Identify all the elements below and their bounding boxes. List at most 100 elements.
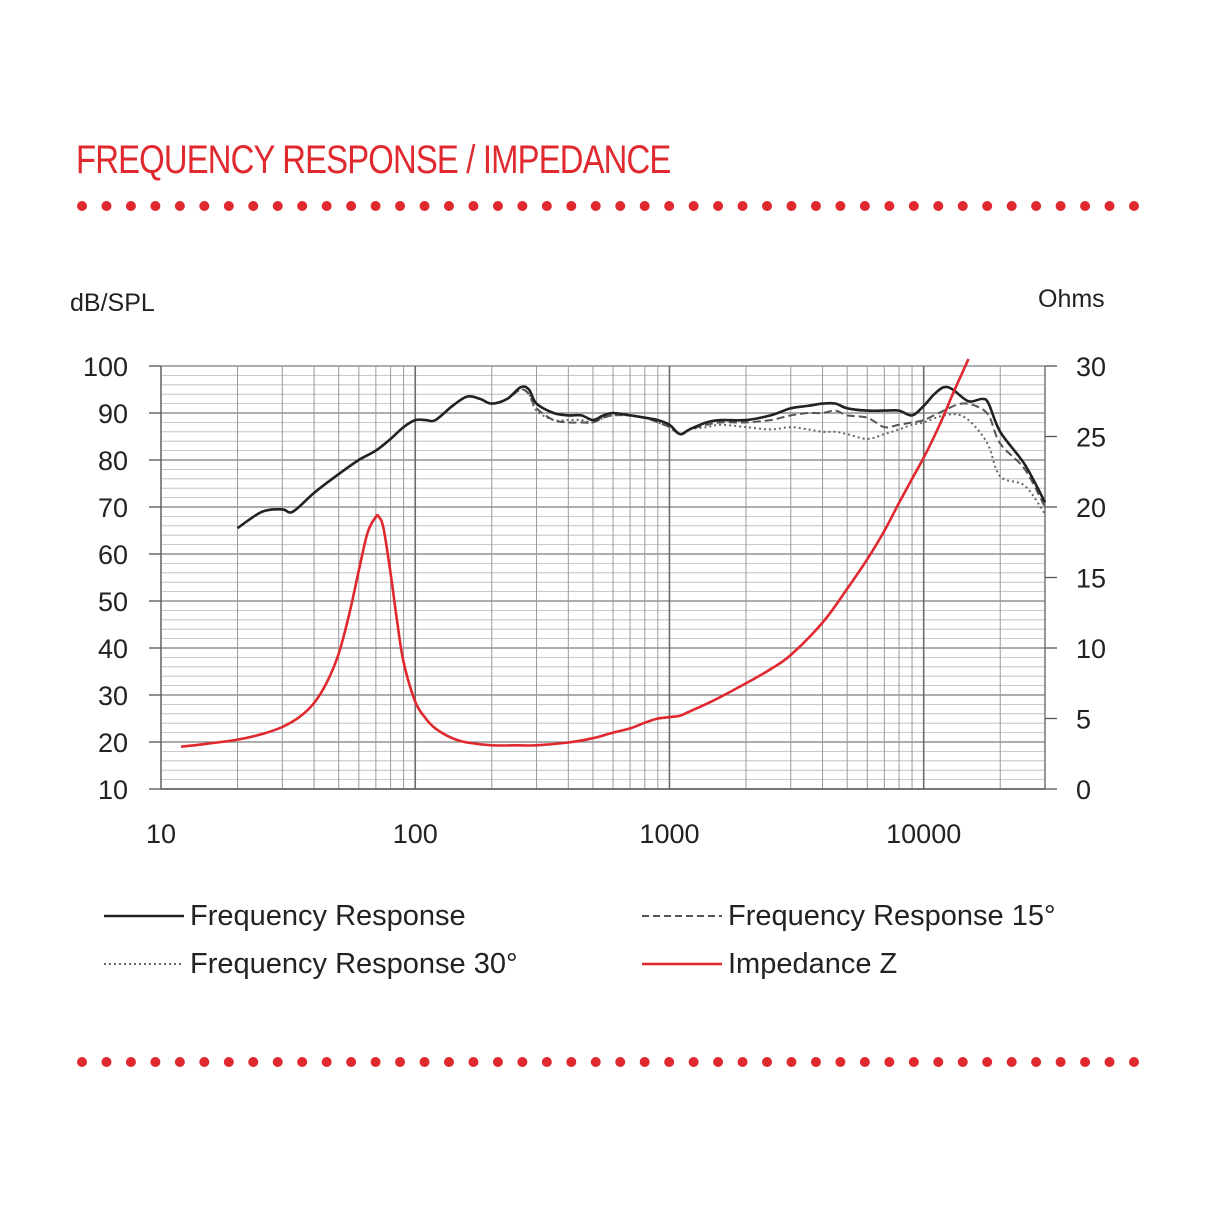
y-left-axis-label: dB/SPL xyxy=(70,289,155,317)
divider-dot xyxy=(1031,1057,1042,1067)
grid xyxy=(149,365,1057,790)
divider-dot xyxy=(688,201,699,211)
x-tick-label: 10000 xyxy=(886,819,961,849)
dotted-divider-bottom xyxy=(77,1057,1139,1067)
divider-dot xyxy=(297,1057,308,1067)
legend-label: Frequency Response 30° xyxy=(190,947,518,980)
y-left-tick-label: 10 xyxy=(98,775,128,805)
divider-dot xyxy=(468,201,479,211)
divider-dot xyxy=(835,201,846,211)
divider-dot xyxy=(443,201,454,211)
divider-dot xyxy=(762,201,773,211)
divider-dot xyxy=(835,1057,846,1067)
legend-label: Frequency Response 15° xyxy=(728,899,1056,932)
divider-dot xyxy=(590,1057,601,1067)
y-right-tick-label: 10 xyxy=(1076,634,1106,664)
divider-dot xyxy=(639,201,650,211)
divider-dot xyxy=(125,201,136,211)
divider-dot xyxy=(346,1057,357,1067)
legend-item-frequency-response: Frequency Response xyxy=(104,899,466,933)
legend-swatch-solid-black xyxy=(104,914,184,918)
divider-dot xyxy=(492,201,503,211)
divider-dot xyxy=(150,201,161,211)
y-right-tick-label: 30 xyxy=(1076,352,1106,382)
divider-dot xyxy=(541,201,552,211)
divider-dot xyxy=(713,1057,724,1067)
divider-dot xyxy=(908,201,919,211)
divider-dot xyxy=(77,1057,87,1067)
divider-dot xyxy=(395,201,406,211)
divider-dot xyxy=(395,1057,406,1067)
divider-dot xyxy=(346,201,357,211)
legend-item-impedance: Impedance Z xyxy=(642,947,897,981)
y-right-tick-label: 5 xyxy=(1076,705,1091,735)
series-impedance-z xyxy=(180,358,970,748)
legend-item-frequency-response-30: Frequency Response 30° xyxy=(104,947,518,981)
divider-dot xyxy=(859,1057,870,1067)
divider-dot xyxy=(957,1057,968,1067)
divider-dot xyxy=(1104,1057,1115,1067)
divider-dot xyxy=(248,1057,259,1067)
y-left-tick-label: 90 xyxy=(98,399,128,429)
y-left-tick-label: 40 xyxy=(98,634,128,664)
legend-label: Impedance Z xyxy=(728,947,898,980)
divider-dot xyxy=(762,1057,773,1067)
legend-swatch-red xyxy=(642,962,722,966)
y-left-tick-label: 80 xyxy=(98,446,128,476)
divider-dot xyxy=(1055,201,1066,211)
divider-dot xyxy=(174,1057,185,1067)
divider-dot xyxy=(419,1057,430,1067)
divider-dot xyxy=(101,1057,112,1067)
divider-dot xyxy=(174,201,185,211)
divider-dot xyxy=(1080,1057,1091,1067)
y-right-tick-label: 15 xyxy=(1076,564,1106,594)
divider-dot xyxy=(688,1057,699,1067)
legend-item-frequency-response-15: Frequency Response 15° xyxy=(642,899,1056,933)
divider-dot xyxy=(566,201,577,211)
divider-dot xyxy=(321,1057,332,1067)
divider-dot xyxy=(1055,1057,1066,1067)
divider-dot xyxy=(272,1057,283,1067)
y-left-tick-label: 20 xyxy=(98,728,128,758)
page-title: FREQUENCY RESPONSE / IMPEDANCE xyxy=(76,138,671,182)
divider-dot xyxy=(639,1057,650,1067)
divider-dot xyxy=(1104,201,1115,211)
divider-dot xyxy=(1006,201,1017,211)
y-left-tick-label: 30 xyxy=(98,681,128,711)
divider-dot xyxy=(884,1057,895,1067)
divider-dot xyxy=(664,201,675,211)
divider-dot xyxy=(786,1057,797,1067)
divider-dot xyxy=(223,201,234,211)
x-tick-label: 1000 xyxy=(639,819,699,849)
divider-dot xyxy=(737,201,748,211)
divider-dot xyxy=(786,201,797,211)
x-tick-label: 100 xyxy=(393,819,438,849)
series-lines xyxy=(180,358,1047,748)
x-tick-label: 10 xyxy=(146,819,176,849)
legend-swatch-dashed xyxy=(642,915,722,917)
divider-dot xyxy=(737,1057,748,1067)
divider-dot xyxy=(566,1057,577,1067)
divider-dot xyxy=(419,201,430,211)
y-right-tick-label: 25 xyxy=(1076,423,1106,453)
divider-dot xyxy=(1031,201,1042,211)
divider-dot xyxy=(615,201,626,211)
divider-dot xyxy=(1006,1057,1017,1067)
series-frequency-response xyxy=(236,385,1047,530)
y-left-tick-label: 100 xyxy=(83,352,128,382)
y-right-axis-label: Ohms xyxy=(1038,285,1105,313)
divider-dot xyxy=(908,1057,919,1067)
divider-dot xyxy=(517,1057,528,1067)
divider-dot xyxy=(957,201,968,211)
divider-dot xyxy=(150,1057,161,1067)
divider-dot xyxy=(517,201,528,211)
divider-dot xyxy=(590,201,601,211)
divider-dot xyxy=(1129,1057,1139,1067)
y-right-tick-label: 20 xyxy=(1076,493,1106,523)
legend-swatch-dotted xyxy=(104,963,184,965)
divider-dot xyxy=(884,201,895,211)
divider-dot xyxy=(615,1057,626,1067)
divider-dot xyxy=(810,1057,821,1067)
divider-dot xyxy=(77,201,87,211)
